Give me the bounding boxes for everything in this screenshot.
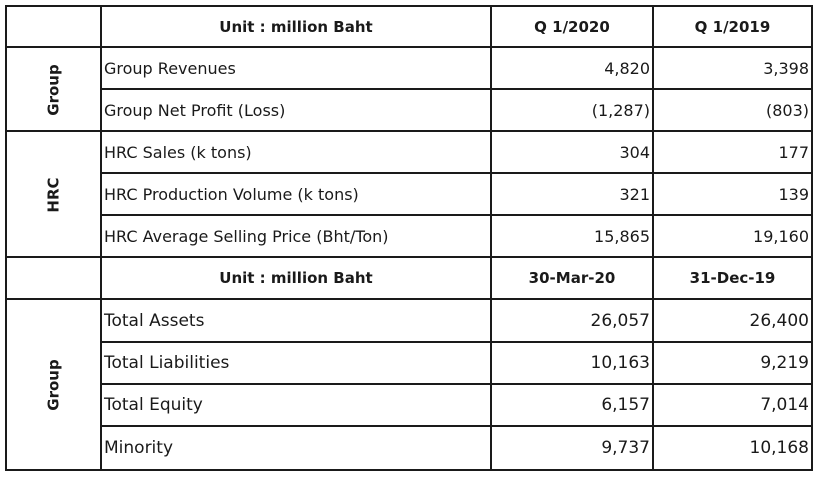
table-row: Minority 9,737 10,168: [6, 425, 813, 471]
empty-header-cell: [5, 5, 102, 48]
value-cell: 26,400: [652, 298, 813, 343]
column-header-31-dec-19: 31-Dec-19: [652, 256, 813, 300]
value-cell: 26,057: [490, 298, 654, 343]
table-row: HRC Average Selling Price (Bht/Ton) 15,8…: [6, 214, 813, 258]
value-cell: 304: [490, 130, 654, 174]
value-cell: 139: [652, 172, 813, 216]
group-label-cell: Group: [5, 46, 102, 132]
unit-label: Unit : million Baht: [100, 5, 492, 48]
value-cell: 321: [490, 172, 654, 216]
table-row: Group Group Revenues 4,820 3,398: [5, 46, 813, 132]
table-row: Total Liabilities 10,163 9,219: [6, 341, 813, 385]
row-label: HRC Production Volume (k tons): [100, 172, 492, 216]
row-label: Total Assets: [100, 298, 492, 343]
value-cell: 177: [652, 130, 813, 174]
value-cell: 10,168: [652, 425, 813, 471]
row-label: Minority: [100, 425, 492, 471]
financial-summary-table: Unit : million Baht Q 1/2020 Q 1/2019 Gr…: [5, 5, 813, 471]
row-label: Total Liabilities: [100, 341, 492, 385]
row-label: Group Net Profit (Loss): [100, 88, 492, 132]
value-cell: 9,219: [652, 341, 813, 385]
value-cell: 19,160: [652, 214, 813, 258]
group-label: Group: [44, 359, 63, 411]
table-row: HRC Production Volume (k tons) 321 139: [6, 172, 813, 216]
table-row: Group Total Assets 26,057 26,400: [5, 298, 813, 471]
value-cell: 7,014: [652, 383, 813, 427]
row-label: HRC Average Selling Price (Bht/Ton): [100, 214, 492, 258]
header-row-balance: Unit : million Baht 30-Mar-20 31-Dec-19: [5, 256, 813, 300]
unit-label: Unit : million Baht: [100, 256, 492, 300]
value-cell: 15,865: [490, 214, 654, 258]
column-header-q1-2019: Q 1/2019: [652, 5, 813, 48]
group-label-cell: Group: [5, 298, 102, 471]
header-row-quarterly: Unit : million Baht Q 1/2020 Q 1/2019: [5, 5, 813, 48]
value-cell: 9,737: [490, 425, 654, 471]
row-label: Group Revenues: [100, 46, 492, 90]
table-row: HRC HRC Sales (k tons) 304 177: [5, 130, 813, 258]
group-label: Group: [44, 63, 63, 116]
table-row: Group Net Profit (Loss) (1,287) (803): [6, 88, 813, 132]
value-cell: (803): [652, 88, 813, 132]
group-label: HRC: [44, 176, 63, 213]
value-cell: 4,820: [490, 46, 654, 90]
group-label-cell: HRC: [5, 130, 102, 258]
value-cell: (1,287): [490, 88, 654, 132]
column-header-q1-2020: Q 1/2020: [490, 5, 654, 48]
value-cell: 3,398: [652, 46, 813, 90]
row-label: Total Equity: [100, 383, 492, 427]
row-label: HRC Sales (k tons): [100, 130, 492, 174]
table-row: Total Equity 6,157 7,014: [6, 383, 813, 427]
empty-header-cell: [5, 256, 102, 300]
column-header-30-mar-20: 30-Mar-20: [490, 256, 654, 300]
value-cell: 6,157: [490, 383, 654, 427]
value-cell: 10,163: [490, 341, 654, 385]
